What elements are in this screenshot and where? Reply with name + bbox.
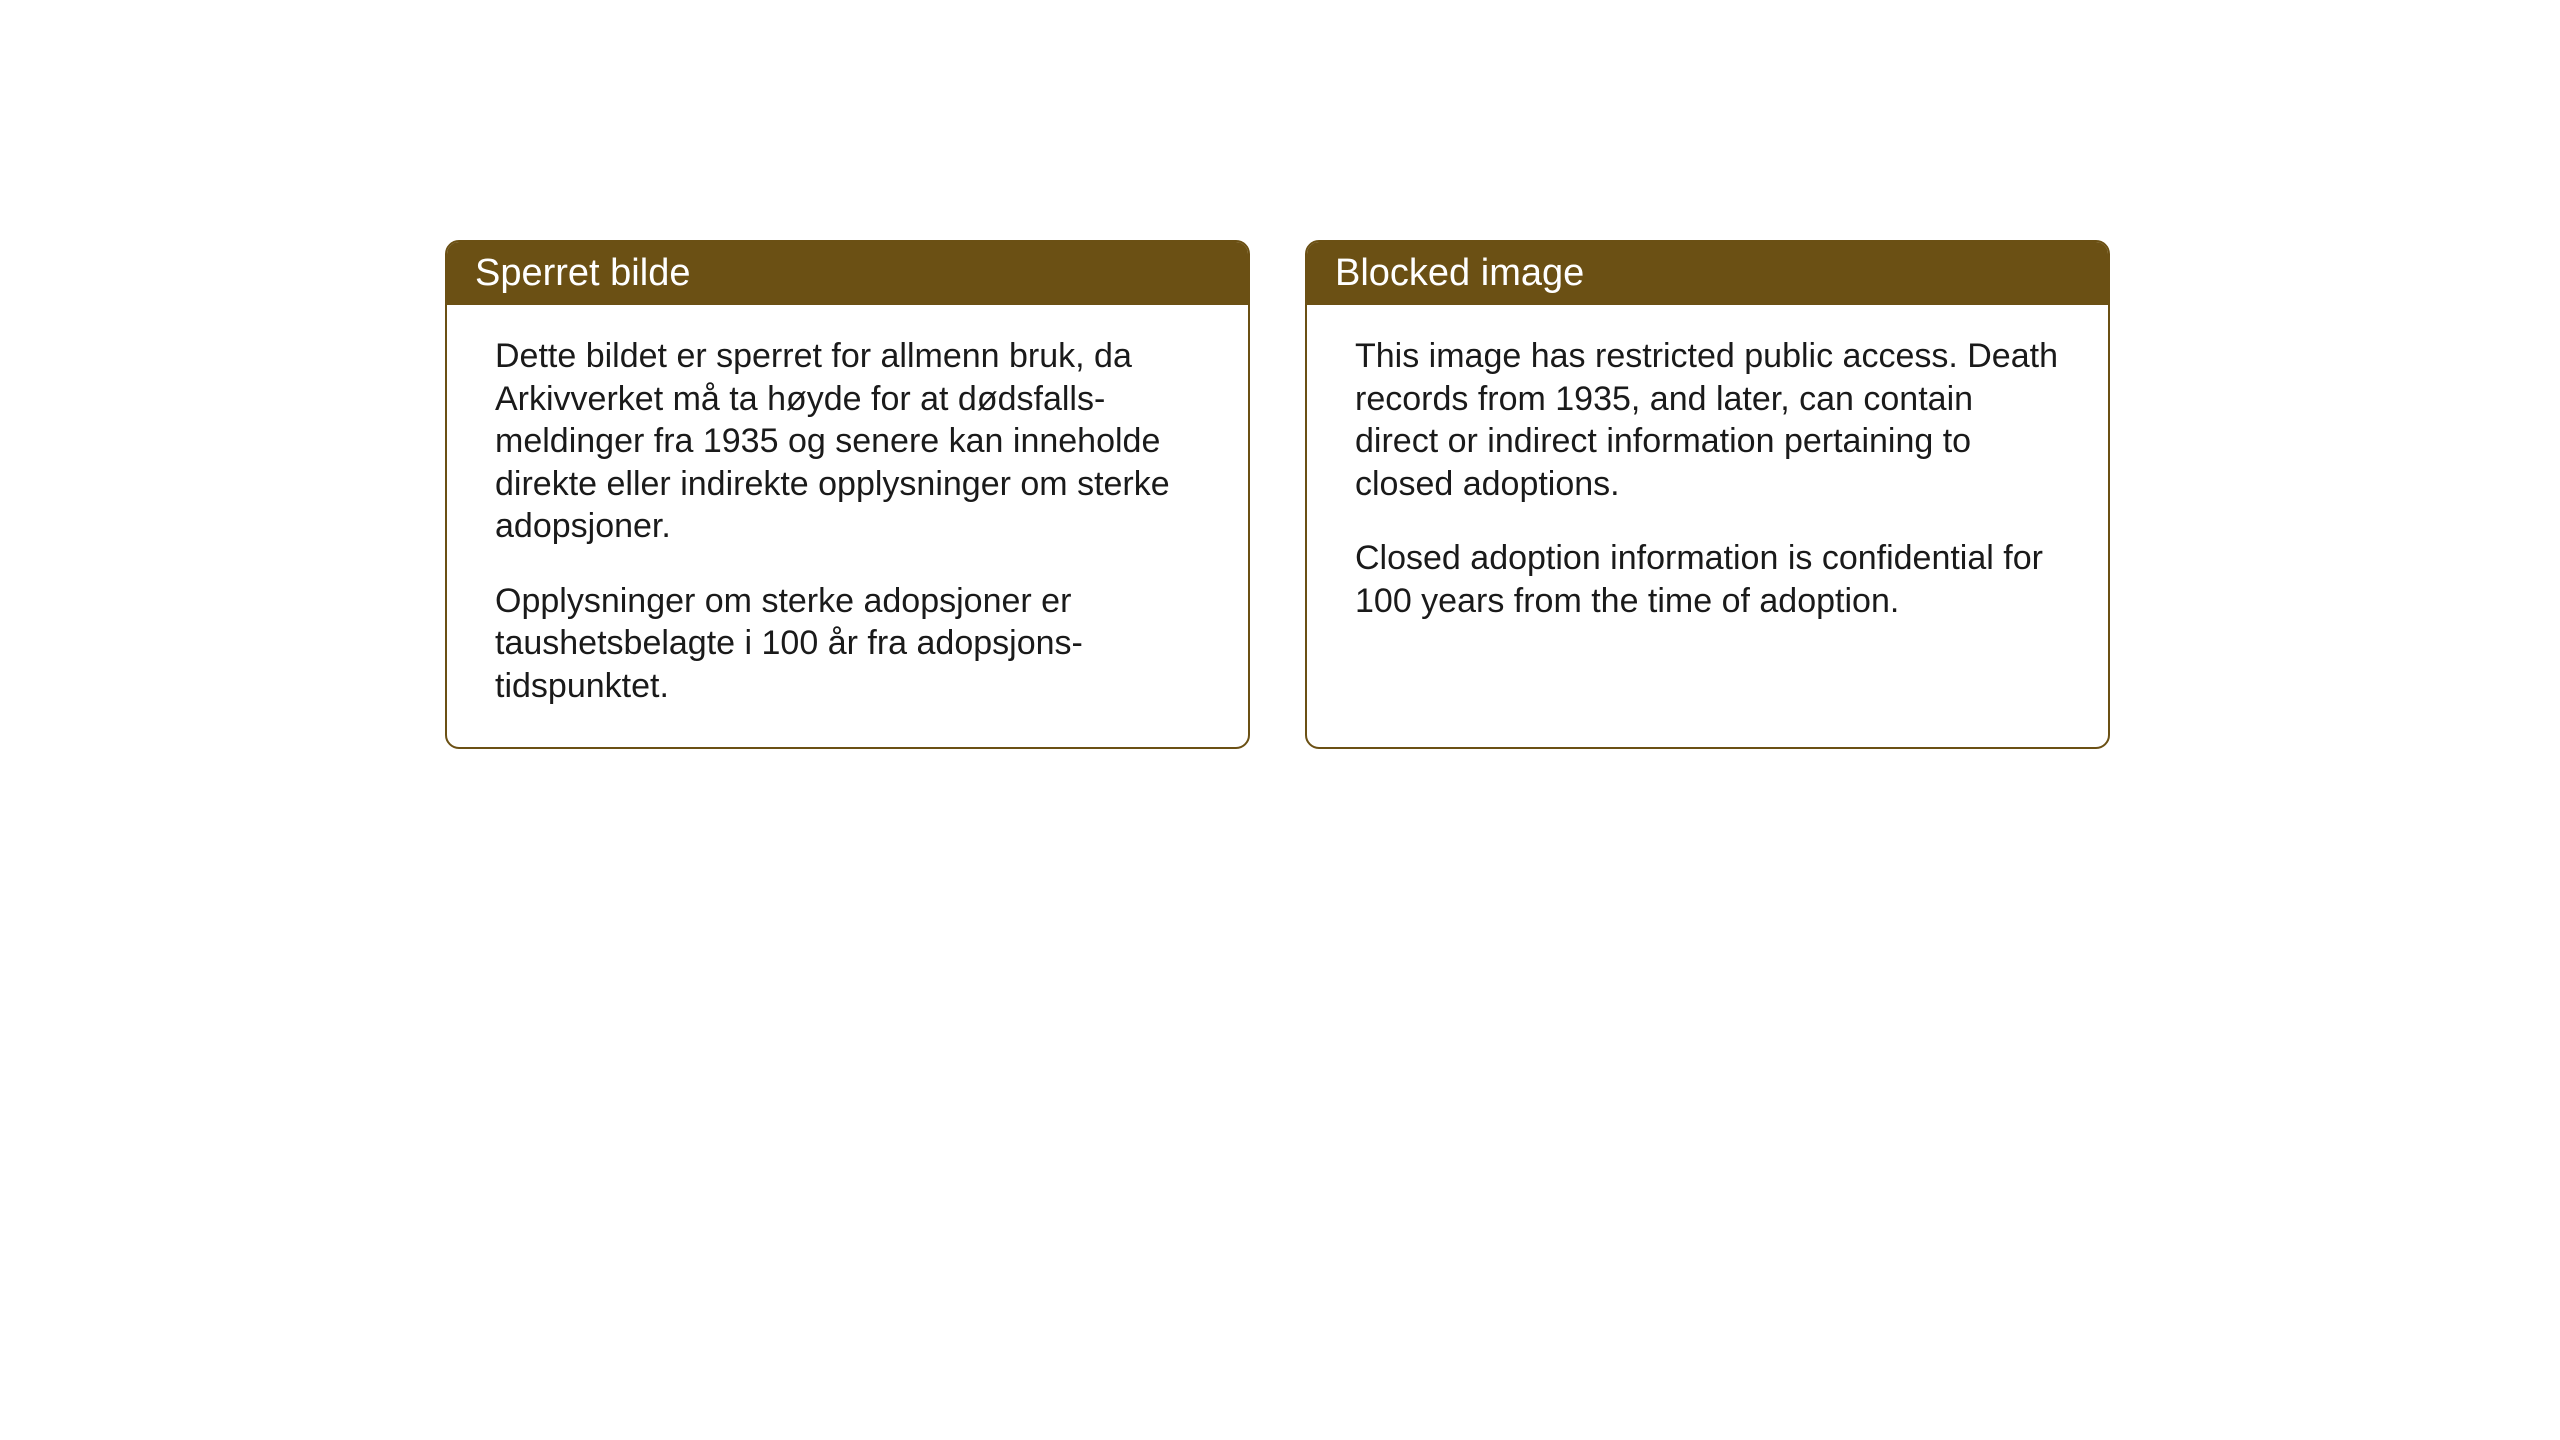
norwegian-card-title: Sperret bilde bbox=[447, 242, 1248, 305]
notice-container: Sperret bilde Dette bildet er sperret fo… bbox=[445, 240, 2110, 749]
english-paragraph-1: This image has restricted public access.… bbox=[1355, 335, 2060, 505]
norwegian-card-body: Dette bildet er sperret for allmenn bruk… bbox=[447, 305, 1248, 747]
norwegian-paragraph-2: Opplysninger om sterke adopsjoner er tau… bbox=[495, 580, 1200, 708]
norwegian-paragraph-1: Dette bildet er sperret for allmenn bruk… bbox=[495, 335, 1200, 548]
norwegian-notice-card: Sperret bilde Dette bildet er sperret fo… bbox=[445, 240, 1250, 749]
english-notice-card: Blocked image This image has restricted … bbox=[1305, 240, 2110, 749]
english-paragraph-2: Closed adoption information is confident… bbox=[1355, 537, 2060, 622]
english-card-title: Blocked image bbox=[1307, 242, 2108, 305]
english-card-body: This image has restricted public access.… bbox=[1307, 305, 2108, 730]
